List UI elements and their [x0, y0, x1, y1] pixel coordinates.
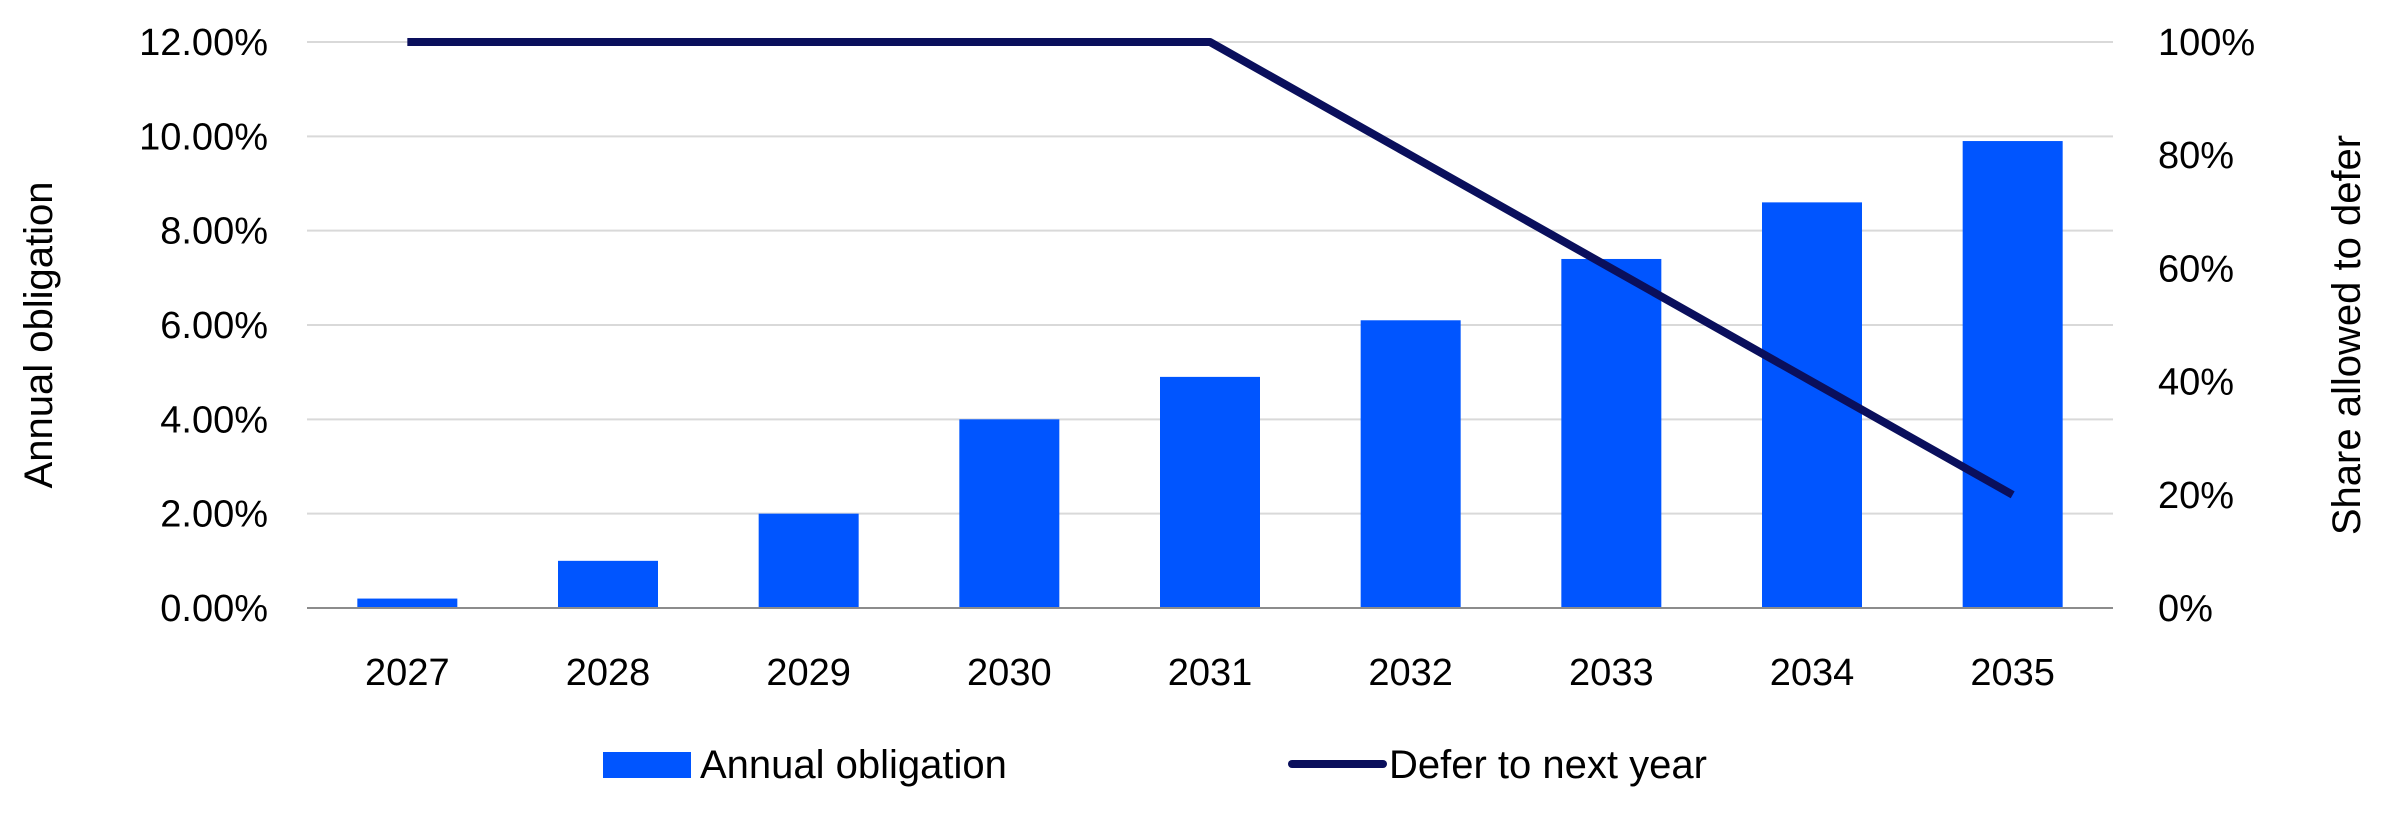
left-tick-label: 8.00%	[160, 211, 268, 253]
bar-2027	[357, 598, 458, 608]
x-tick-label: 2027	[365, 652, 450, 694]
legend: Annual obligation Defer to next year	[603, 743, 1707, 787]
bar-2034	[1762, 202, 1862, 608]
x-tick-label: 2031	[1168, 652, 1253, 694]
left-tick-label: 12.00%	[139, 22, 268, 64]
right-tick-label: 20%	[2158, 475, 2234, 517]
bar-series	[357, 141, 2063, 609]
bar-2030	[959, 419, 1060, 608]
line-series	[407, 38, 2015, 499]
x-tick-label: 2034	[1770, 652, 1855, 694]
x-tick-label: 2032	[1368, 652, 1453, 694]
left-axis-ticks: 0.00% 2.00% 4.00% 6.00% 8.00% 10.00% 12.00%	[139, 22, 268, 630]
right-tick-label: 80%	[2158, 135, 2234, 177]
right-tick-label: 0%	[2158, 588, 2213, 630]
legend-line-label: Defer to next year	[1389, 743, 1707, 787]
defer-line	[407, 38, 2015, 499]
left-tick-label: 10.00%	[139, 116, 268, 158]
left-tick-label: 6.00%	[160, 305, 268, 347]
left-tick-label: 2.00%	[160, 494, 268, 536]
bar-2028	[558, 560, 658, 608]
bar-2033	[1561, 258, 1662, 608]
left-tick-label: 4.00%	[160, 399, 268, 441]
bar-2035	[1962, 141, 2063, 609]
right-axis-ticks: 0% 20% 40% 60% 80% 100%	[2158, 22, 2255, 630]
right-tick-label: 100%	[2158, 22, 2255, 64]
x-tick-label: 2029	[766, 652, 851, 694]
bar-2031	[1160, 376, 1260, 608]
x-tick-label: 2028	[566, 652, 651, 694]
left-axis-title: Annual obligation	[17, 182, 61, 489]
x-tick-label: 2035	[1970, 652, 2055, 694]
left-tick-label: 0.00%	[160, 588, 268, 630]
right-tick-label: 60%	[2158, 248, 2234, 290]
right-tick-label: 40%	[2158, 362, 2234, 404]
right-axis-title: Share allowed to defer	[2325, 135, 2369, 535]
legend-bar-label: Annual obligation	[700, 743, 1007, 787]
bar-2032	[1360, 320, 1461, 608]
x-axis-ticks: 2027 2028 2029 2030 2031 2032 2033 2034 2035	[365, 652, 2055, 694]
x-tick-label: 2033	[1569, 652, 1654, 694]
x-tick-label: 2030	[967, 652, 1052, 694]
bar-2029	[758, 513, 859, 608]
legend-bar-swatch	[603, 752, 691, 778]
